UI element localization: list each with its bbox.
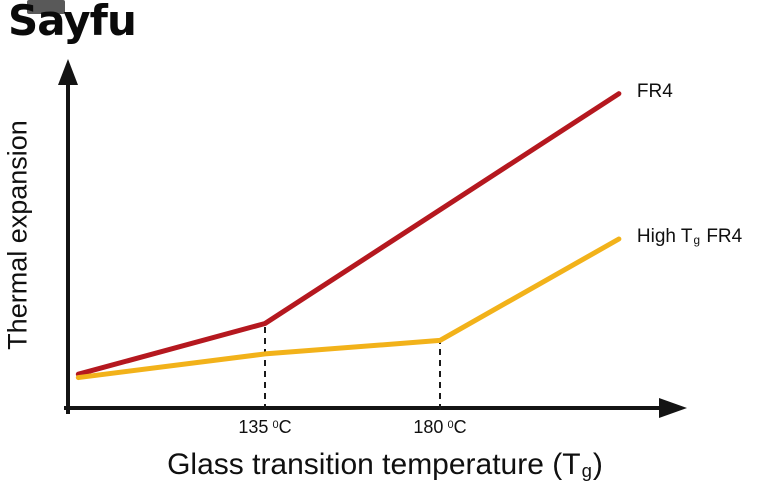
series-label-high-tg-fr4: High Tg FR4 [636,226,743,247]
series-label-fr4: FR4 [636,80,673,102]
watermark-badge [27,0,65,14]
degree-symbol: 0 [272,419,279,431]
tick-unit: C [278,417,292,437]
tick-value: 135 [238,417,269,437]
tick-value: 180 [413,417,444,437]
x-tick-180c: 180 0C [413,417,466,438]
x-tick-135c: 135 0C [238,417,291,438]
x-axis-arrow-icon [659,398,687,418]
y-axis-arrow-icon [58,59,78,85]
subscript-g: g [581,459,592,481]
degree-symbol: 0 [447,419,454,431]
logo-sayfu: Sayfu [8,0,137,45]
series-line [75,91,622,377]
x-axis-label: Glass transition temperature (Tg) [167,448,603,481]
tick-unit: C [453,417,467,437]
series-line [75,236,622,381]
subscript-g: g [693,233,701,247]
